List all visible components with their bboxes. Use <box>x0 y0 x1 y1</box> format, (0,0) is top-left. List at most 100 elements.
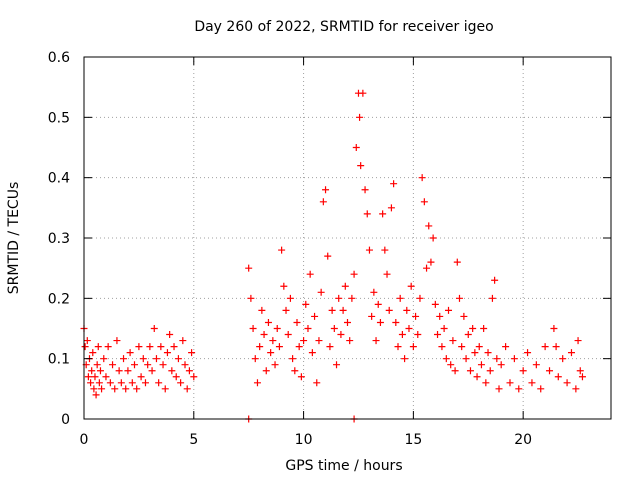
data-point <box>447 361 455 369</box>
data-point <box>578 373 586 381</box>
data-point <box>289 355 297 363</box>
data-point <box>170 343 178 351</box>
data-point <box>502 343 510 351</box>
data-point <box>554 373 562 381</box>
data-point <box>383 270 391 278</box>
data-point <box>139 355 147 363</box>
data-point <box>113 337 121 345</box>
data-point <box>434 331 442 339</box>
data-point <box>464 331 472 339</box>
y-tick-label: 0.2 <box>48 291 70 307</box>
y-tick-label: 0 <box>61 412 70 428</box>
data-point <box>109 361 117 369</box>
data-point <box>335 294 343 302</box>
data-point <box>260 331 268 339</box>
ticks <box>83 56 611 420</box>
data-point <box>346 337 354 345</box>
data-point <box>181 361 189 369</box>
data-point <box>326 343 334 351</box>
data-point <box>574 337 582 345</box>
data-point <box>120 355 128 363</box>
data-point <box>442 355 450 363</box>
data-point <box>92 391 100 399</box>
data-point <box>286 294 294 302</box>
data-point <box>91 373 99 381</box>
data-point <box>319 198 327 206</box>
data-point <box>398 331 406 339</box>
data-point <box>425 222 433 230</box>
data-point <box>253 379 261 387</box>
data-point <box>269 337 277 345</box>
data-point <box>469 325 477 332</box>
data-point <box>245 264 253 272</box>
data-point <box>115 367 123 375</box>
data-point <box>363 210 371 218</box>
data-point <box>412 312 420 320</box>
data-point <box>313 379 321 387</box>
data-point <box>258 306 266 314</box>
data-point <box>271 361 279 369</box>
data-point <box>166 331 174 339</box>
data-point <box>418 174 426 182</box>
data-point <box>89 349 97 357</box>
data-point <box>81 343 89 351</box>
data-point <box>576 367 584 375</box>
data-point <box>480 325 488 332</box>
data-point <box>150 325 158 332</box>
data-point <box>440 325 448 332</box>
data-point <box>117 379 125 387</box>
data-point <box>102 373 110 381</box>
data-point <box>552 343 560 351</box>
data-point <box>484 349 492 357</box>
data-point <box>458 343 466 351</box>
data-point <box>311 312 319 320</box>
data-point <box>163 349 171 357</box>
data-point <box>264 318 272 326</box>
data-point <box>159 361 167 369</box>
data-point <box>190 373 198 381</box>
data-point <box>106 379 114 387</box>
data-point <box>390 180 398 188</box>
data-point <box>297 373 305 381</box>
x-tick-label: 20 <box>514 432 532 448</box>
data-point <box>341 282 349 290</box>
data-point <box>466 367 474 375</box>
data-point <box>278 246 286 254</box>
data-point <box>174 355 182 363</box>
data-point <box>144 361 152 369</box>
data-point <box>128 379 136 387</box>
data-point <box>93 361 101 369</box>
data-point <box>122 385 130 393</box>
data-point <box>339 306 347 314</box>
data-point <box>90 385 98 393</box>
data-point <box>317 288 325 296</box>
data-point <box>350 270 358 278</box>
data-point <box>407 282 415 290</box>
data-point <box>168 367 176 375</box>
data-point <box>365 246 373 254</box>
data-point <box>493 355 501 363</box>
data-point <box>177 379 185 387</box>
data-point <box>372 337 380 345</box>
data-point <box>359 89 367 97</box>
data-point <box>567 349 575 357</box>
data-point <box>273 325 281 332</box>
data-point <box>148 367 156 375</box>
data-point <box>546 367 554 375</box>
data-point <box>333 361 341 369</box>
data-point <box>409 343 417 351</box>
y-axis-label: SRMTID / TECUs <box>6 182 22 295</box>
data-point <box>337 331 345 339</box>
data-point <box>376 318 384 326</box>
data-point <box>455 294 463 302</box>
data-point <box>275 343 283 351</box>
data-point <box>438 343 446 351</box>
data-point <box>541 343 549 351</box>
data-point <box>324 252 332 260</box>
data-point <box>420 198 428 206</box>
data-point <box>124 367 132 375</box>
data-point <box>302 300 310 308</box>
data-point <box>524 349 532 357</box>
data-point <box>84 373 92 381</box>
data-point <box>172 373 180 381</box>
